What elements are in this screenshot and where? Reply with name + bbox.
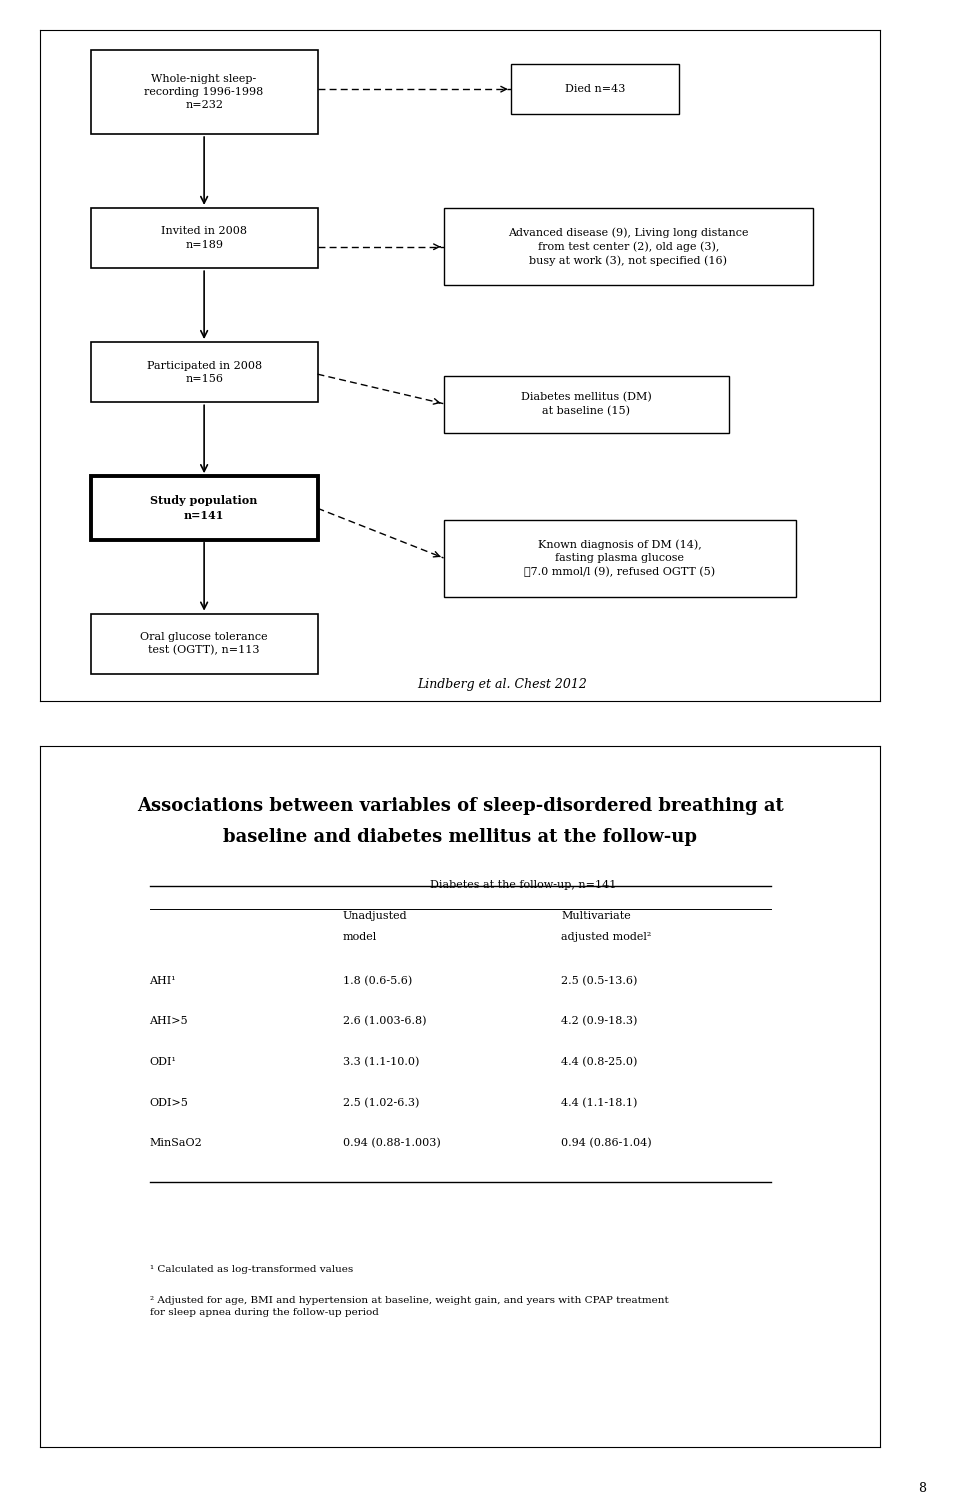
Text: Oral glucose tolerance
test (OGTT), n=113: Oral glucose tolerance test (OGTT), n=11…	[140, 631, 268, 656]
Text: Invited in 2008
n=189: Invited in 2008 n=189	[161, 226, 247, 250]
Bar	[444, 375, 730, 433]
Text: ² Adjusted for age, BMI and hypertension at baseline, weight gain, and years wit: ² Adjusted for age, BMI and hypertension…	[150, 1296, 668, 1317]
Text: adjusted model²: adjusted model²	[561, 931, 652, 942]
Text: Died n=43: Died n=43	[564, 84, 625, 93]
Text: Diabetes mellitus (DM)
at baseline (15): Diabetes mellitus (DM) at baseline (15)	[521, 392, 652, 416]
Text: Diabetes at the follow-up, n=141: Diabetes at the follow-up, n=141	[430, 880, 616, 889]
Text: Advanced disease (9), Living long distance
from test center (2), old age (3),
bu: Advanced disease (9), Living long distan…	[508, 228, 749, 265]
Text: Unadjusted: Unadjusted	[343, 910, 407, 921]
Text: Lindberg et al. Chest 2012: Lindberg et al. Chest 2012	[418, 678, 588, 690]
Text: Participated in 2008
n=156: Participated in 2008 n=156	[147, 360, 262, 384]
Text: Study population
n=141: Study population n=141	[151, 496, 258, 521]
Bar	[90, 208, 318, 268]
Text: MinSaO2: MinSaO2	[150, 1138, 203, 1148]
Text: 4.4 (1.1-18.1): 4.4 (1.1-18.1)	[561, 1097, 637, 1108]
Text: 0.94 (0.88-1.003): 0.94 (0.88-1.003)	[343, 1138, 441, 1148]
Text: 3.3 (1.1-10.0): 3.3 (1.1-10.0)	[343, 1056, 420, 1067]
Text: AHI¹: AHI¹	[150, 975, 176, 986]
Text: 8: 8	[919, 1481, 926, 1495]
Bar	[444, 520, 796, 597]
Text: 0.94 (0.86-1.04): 0.94 (0.86-1.04)	[561, 1138, 652, 1148]
Text: 2.6 (1.003-6.8): 2.6 (1.003-6.8)	[343, 1016, 426, 1026]
Text: baseline and diabetes mellitus at the follow-up: baseline and diabetes mellitus at the fo…	[224, 827, 697, 845]
Text: model: model	[343, 931, 377, 942]
Text: 2.5 (1.02-6.3): 2.5 (1.02-6.3)	[343, 1097, 420, 1108]
Text: 4.2 (0.9-18.3): 4.2 (0.9-18.3)	[561, 1016, 637, 1026]
Text: Multivariate: Multivariate	[561, 910, 631, 921]
Text: Whole-night sleep-
recording 1996-1998
n=232: Whole-night sleep- recording 1996-1998 n…	[145, 74, 264, 110]
Text: ODI>5: ODI>5	[150, 1097, 188, 1108]
Bar	[444, 208, 813, 285]
Text: 1.8 (0.6-5.6): 1.8 (0.6-5.6)	[343, 975, 412, 986]
Bar	[90, 613, 318, 674]
Text: Known diagnosis of DM (14),
fasting plasma glucose
≧7.0 mmol/l (9), refused OGTT: Known diagnosis of DM (14), fasting plas…	[524, 540, 715, 577]
Text: AHI>5: AHI>5	[150, 1016, 188, 1026]
Text: ¹ Calculated as log-transformed values: ¹ Calculated as log-transformed values	[150, 1264, 352, 1273]
Text: 4.4 (0.8-25.0): 4.4 (0.8-25.0)	[561, 1056, 637, 1067]
Text: 2.5 (0.5-13.6): 2.5 (0.5-13.6)	[561, 975, 637, 986]
Bar	[511, 63, 679, 115]
Text: Associations between variables of sleep-disordered breathing at: Associations between variables of sleep-…	[137, 797, 783, 814]
Bar	[90, 476, 318, 540]
Text: ODI¹: ODI¹	[150, 1056, 177, 1067]
Bar	[90, 50, 318, 134]
Bar	[90, 342, 318, 402]
